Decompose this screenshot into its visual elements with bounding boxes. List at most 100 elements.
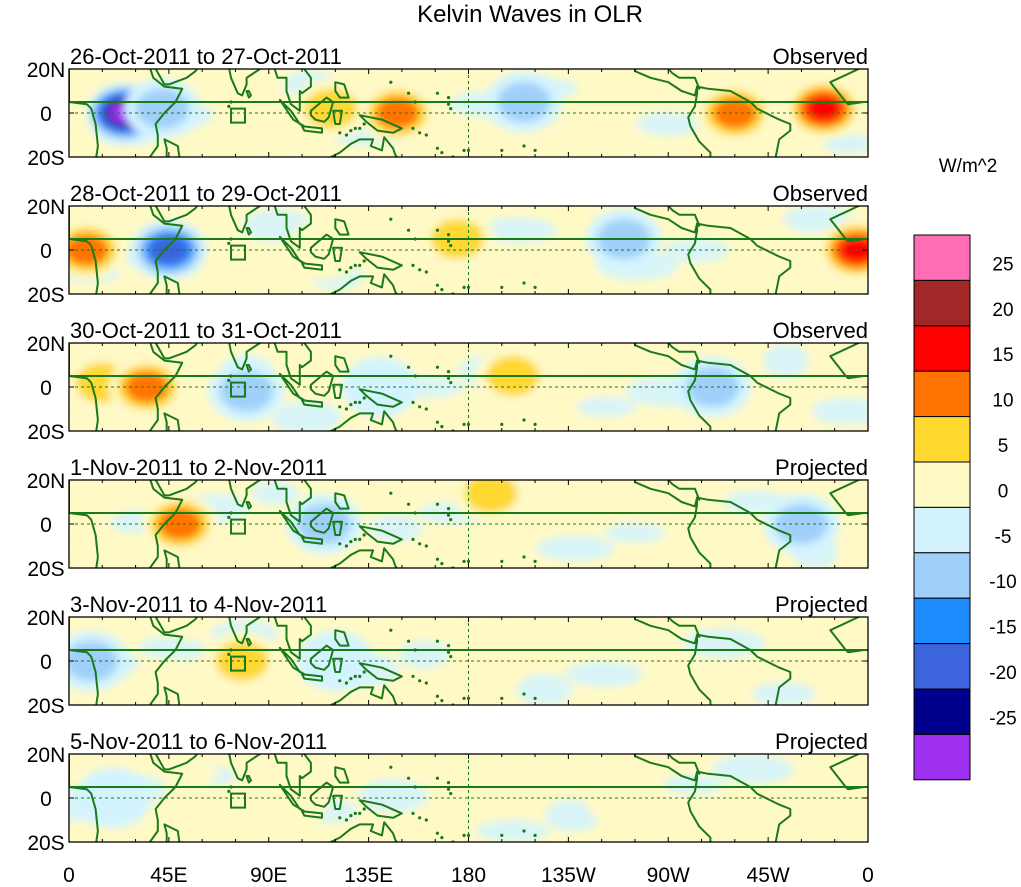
panel-date-range: 5-Nov-2011 to 6-Nov-2011 [70,729,327,754]
island [338,542,342,546]
texture-blob [536,535,615,562]
island [462,422,466,426]
island [500,696,504,701]
island [349,403,353,407]
colorbar-swatch [913,597,971,645]
island [446,233,451,237]
island [435,283,440,287]
colorbar-swatch [913,279,971,327]
coastline [245,364,252,373]
x-tick-label: 180 [451,864,486,887]
texture-blob [398,640,451,669]
island [353,400,357,404]
coastline [273,69,312,112]
colorbar-swatch [913,552,971,599]
island [446,787,451,791]
panel-map-area [69,343,868,431]
anomaly-blobs [69,346,751,422]
island [418,816,422,820]
panel-label: Projected [775,729,868,754]
reference-box [230,244,247,261]
island [338,131,342,135]
island [344,818,349,822]
y-tick-label: 0 [40,788,52,811]
coastline [69,69,184,157]
panel-2: 20N 0 20S 28-Oct-2011 to 29-Oct-2011 Observe… [27,181,869,307]
island [440,151,444,155]
island [424,681,428,685]
x-tick-label: 45W [747,864,790,887]
panel-date-range: 3-Nov-2011 to 4-Nov-2011 [70,592,327,617]
island [227,104,231,108]
island [466,148,471,152]
coastline [154,343,199,360]
texture-blob [780,808,845,832]
island [500,422,504,426]
y-tick-label: 20N [27,196,66,219]
island [424,544,428,548]
y-tick-label: 0 [40,103,52,126]
y-tick-label: 20N [27,59,66,82]
island [344,681,349,685]
island [462,285,466,289]
anomaly-blob [215,641,269,681]
coastline [687,359,792,431]
island [344,407,349,411]
island [522,144,526,148]
coastline [309,781,335,808]
coastline [301,399,323,408]
colorbar-swatch [913,461,971,508]
coastline [69,206,184,294]
island [358,400,362,404]
coastline [69,480,184,568]
anomaly-blob [220,371,274,412]
coastline [687,633,792,705]
island [411,263,415,267]
coastline [309,370,335,397]
coastline [245,775,252,784]
coastline [301,536,323,545]
island [522,281,526,285]
texture-blob [662,774,723,795]
reference-box [230,792,247,809]
island [358,674,362,679]
x-axis: 0 45E 90E 135E 180 135W 90W 45W 0 [63,864,874,887]
colorbar-label: -20 [989,663,1016,684]
island [418,679,422,683]
colorbar-swatch [913,370,971,418]
texture-blob [734,217,781,252]
island [435,420,440,424]
coastline [163,138,181,157]
coastline [332,246,343,262]
island [449,107,453,111]
reference-box [230,381,247,398]
island [446,650,451,654]
texture-blob [576,396,637,417]
y-tick-label: 20S [27,695,64,718]
island [413,374,417,378]
coastline [358,388,403,408]
coastline [328,821,398,842]
anomaly-blob [805,95,843,122]
anomaly-blob [838,236,868,264]
island [440,836,444,840]
island [446,96,451,100]
panel-label: Projected [775,455,868,480]
x-tick-label: 90W [647,864,690,887]
coastline [328,410,398,431]
coastline [69,617,868,654]
coastline [358,251,403,271]
coastline [301,262,323,271]
island [406,365,411,369]
anomaly-blob [713,97,757,129]
panel-label: Observed [773,181,868,206]
coastline [69,754,184,842]
island [449,518,453,522]
coastline [69,480,868,517]
coastline [358,799,403,819]
coastlines [69,480,868,568]
colorbar-label: -15 [989,618,1016,639]
coastline [245,501,252,510]
island [462,559,466,564]
coastline [332,794,343,810]
